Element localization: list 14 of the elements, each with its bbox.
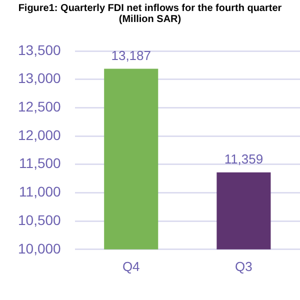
y-tick-label: 12,500 (18, 98, 62, 115)
y-tick-label: 11,000 (19, 184, 62, 200)
x-tick-label: Q3 (235, 258, 252, 274)
y-tick-label: 10,000 (18, 240, 62, 256)
data-label: 11,359 (224, 151, 264, 166)
y-tick-label: 11,500 (19, 155, 62, 172)
y-tick-label: 10,500 (18, 212, 62, 228)
y-tick-label: 13,500 (18, 42, 62, 58)
y-tick-label: 12,000 (18, 126, 62, 143)
chart-title: Figure1: Quarterly FDI net inflows for the fourth quarter (17, 2, 283, 14)
y-tick-label: 13,000 (18, 70, 62, 86)
x-tick-label: Q4 (122, 258, 140, 274)
chart-subtitle: (Million SAR) (118, 14, 182, 25)
data-label: 13,187 (111, 48, 151, 63)
